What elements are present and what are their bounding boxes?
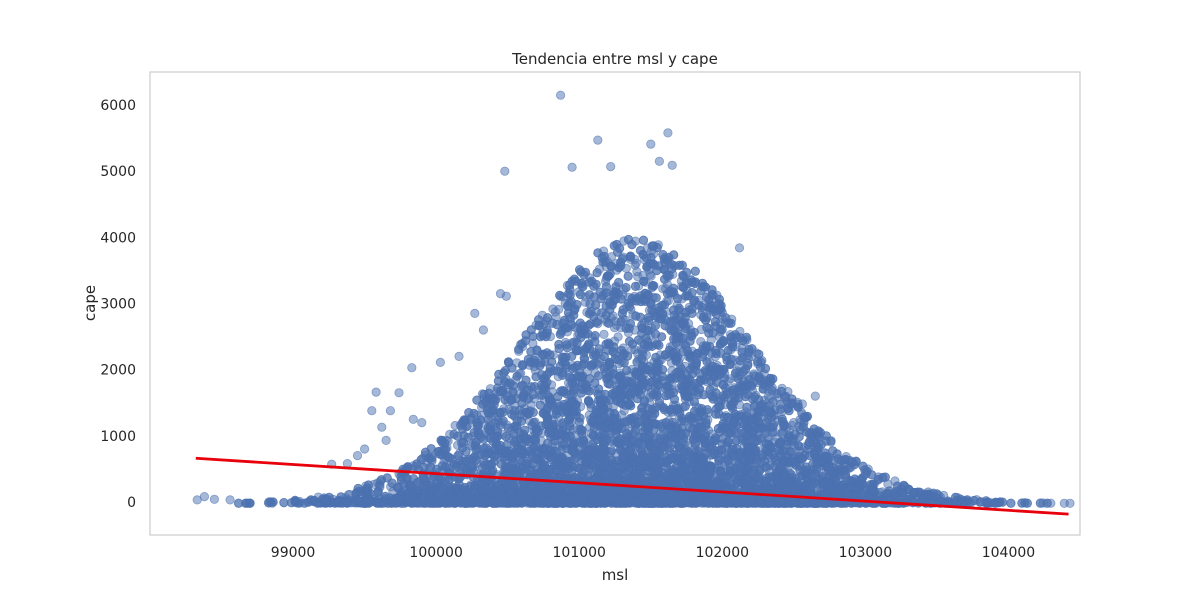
data-point (632, 266, 642, 277)
data-point (645, 270, 655, 280)
data-point (548, 304, 558, 314)
data-point (613, 332, 623, 342)
plot-area (192, 90, 1075, 516)
data-point (599, 329, 609, 339)
chart-title: Tendencia entre msl y cape (511, 50, 718, 68)
